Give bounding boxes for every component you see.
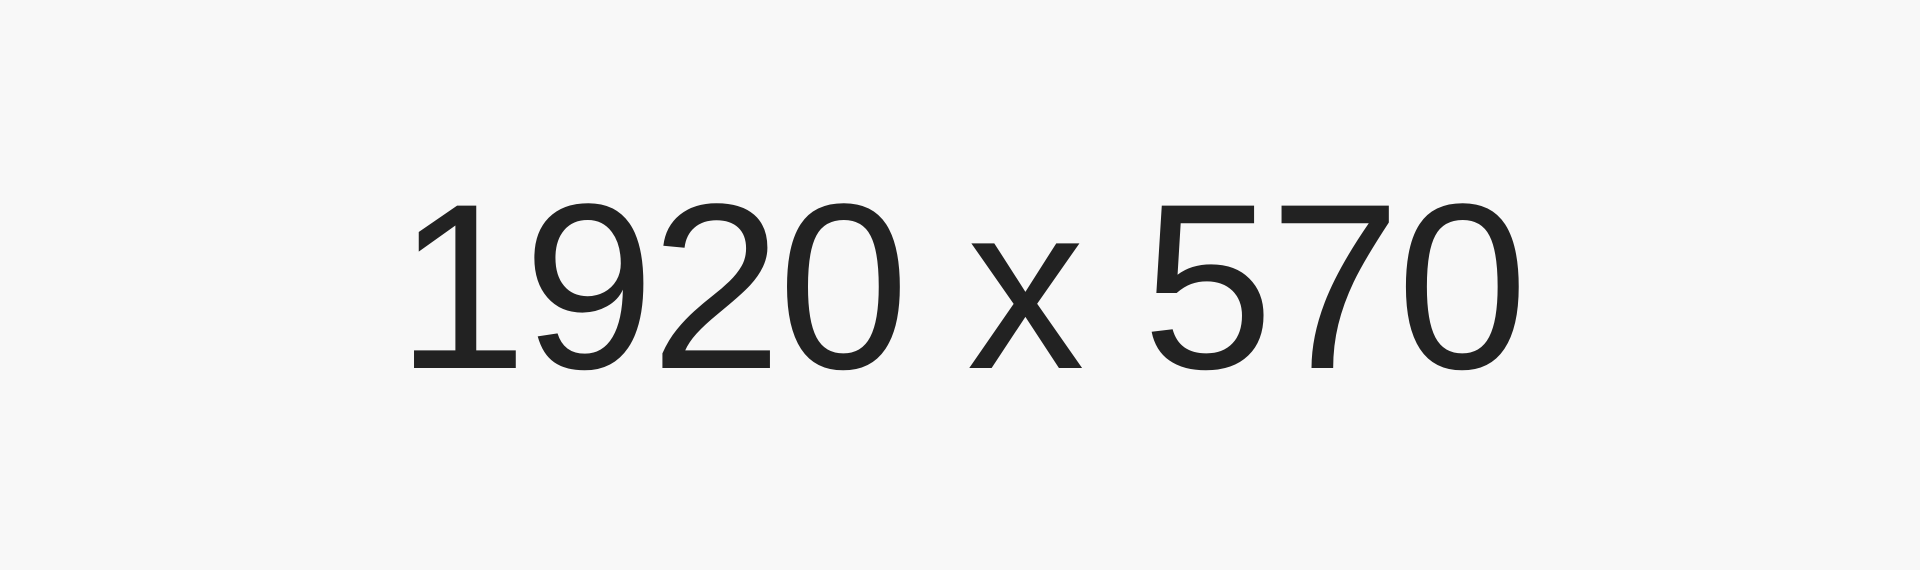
dimensions-label: 1920 x 570 xyxy=(396,155,1528,419)
